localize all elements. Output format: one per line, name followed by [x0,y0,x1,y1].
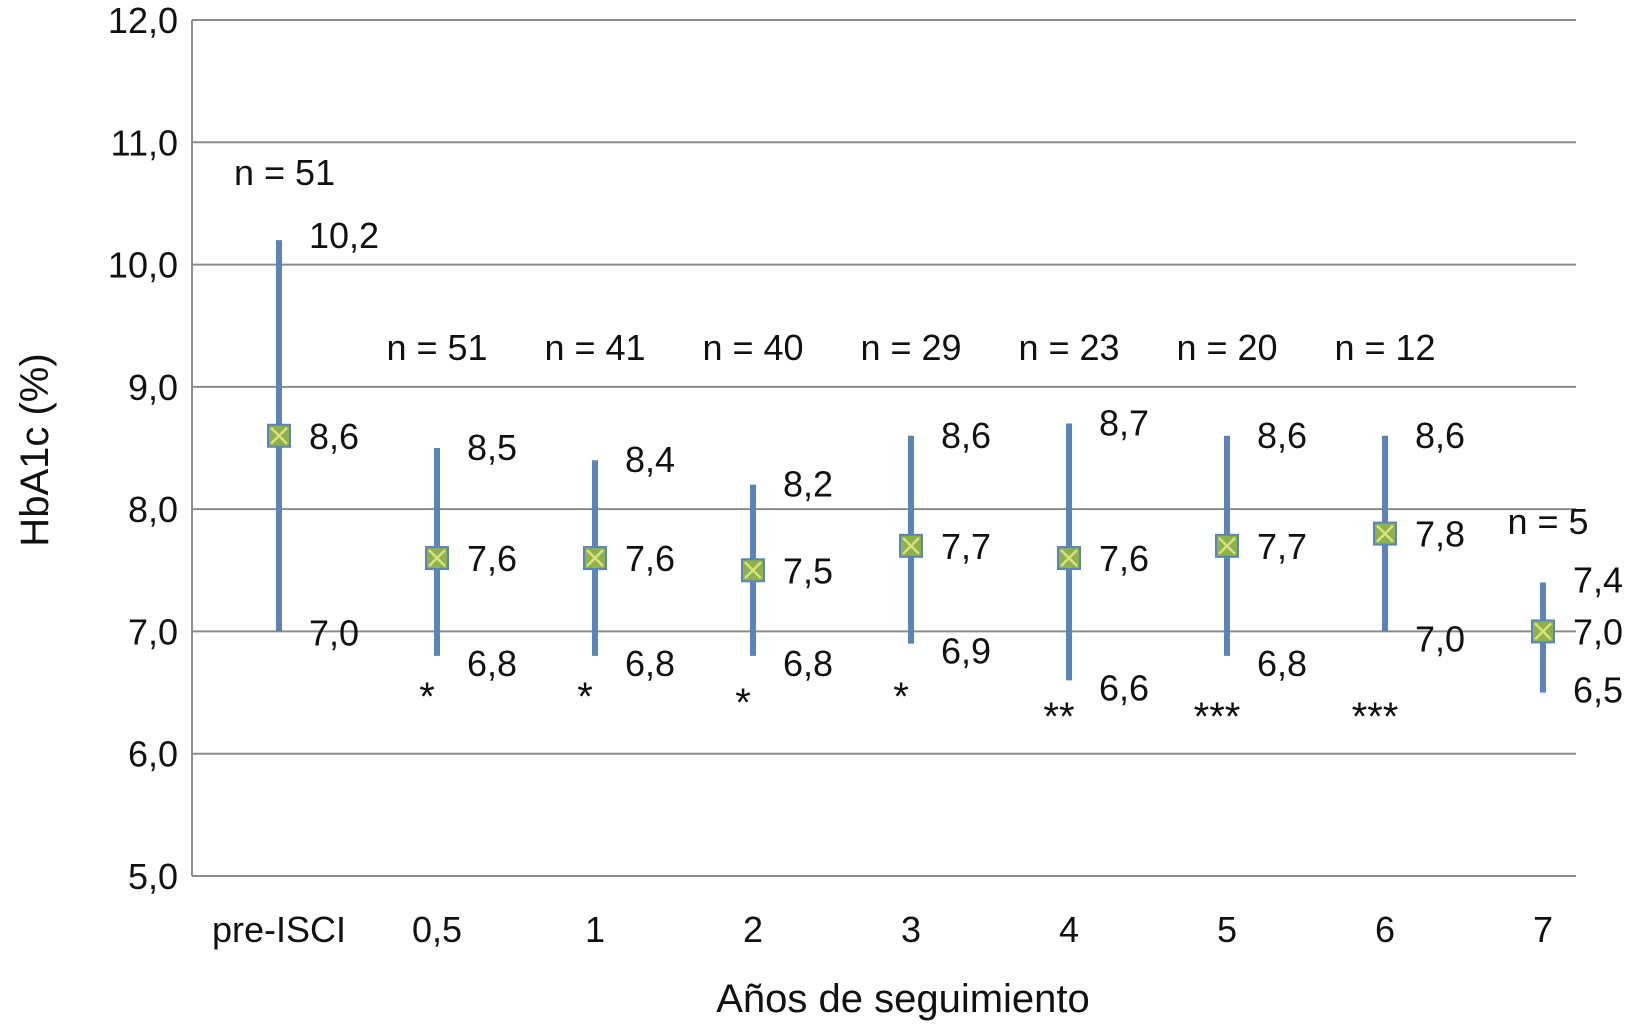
mean-label: 7,6 [1099,538,1149,579]
data-point-group: 7,4 6,5 7,0 n = 5 [1507,501,1623,711]
x-axis-title: Años de seguimiento [716,977,1090,1021]
max-label: 8,2 [783,464,833,505]
min-label: 6,9 [941,631,991,672]
max-label: 7,4 [1573,560,1623,601]
mean-label: 8,6 [309,416,359,457]
min-label: 6,8 [625,643,675,684]
significance-marker: ** [1043,695,1074,739]
mean-marker-cross [428,549,446,567]
max-label: 8,6 [1257,415,1307,456]
x-category-label: 5 [1217,909,1237,950]
data-point-group: 10,2 7,0 8,6 n = 51 [234,152,379,653]
n-label: n = 23 [1018,327,1119,368]
mean-label: 7,6 [467,538,517,579]
y-tick-label: 5,0 [128,856,178,897]
mean-label: 7,7 [1257,526,1307,567]
min-label: 7,0 [309,612,359,653]
y-tick-label: 9,0 [128,367,178,408]
n-label: n = 12 [1334,327,1435,368]
min-label: 6,8 [1257,643,1307,684]
data-point-group: 8,4 6,8 7,6 n = 41 * [544,327,675,719]
mean-marker-cross [270,426,288,445]
n-label: n = 20 [1176,327,1277,368]
data-point-group: 8,5 6,8 7,6 n = 51 * [386,327,517,719]
x-category-label: 7 [1533,909,1553,950]
y-axis-ticks: 5,0 6,0 7,0 8,0 9,0 10,0 11,0 12,0 [108,0,178,897]
x-category-label: 0,5 [412,909,462,950]
mean-marker-cross [1534,622,1552,641]
x-axis-categories: pre-ISCI 0,5 1 2 3 4 5 6 7 [212,909,1553,950]
n-label: n = 51 [386,327,487,368]
significance-marker: *** [1352,695,1399,739]
y-tick-label: 10,0 [108,245,178,286]
mean-label: 7,8 [1415,514,1465,555]
mean-label: 7,5 [783,550,833,591]
data-points: 10,2 7,0 8,6 n = 51 8,5 6,8 7,6 n = 51 * 8,4 6,8 7,… [234,152,1623,739]
significance-marker: * [735,681,751,725]
n-label: n = 5 [1507,501,1588,542]
max-label: 8,7 [1099,403,1149,444]
data-point-group: 8,2 6,8 7,5 n = 40 * [702,327,833,725]
y-tick-label: 7,0 [128,611,178,652]
n-label: n = 40 [702,327,803,368]
significance-marker: * [577,675,593,719]
mean-marker-cross [744,561,762,580]
min-label: 6,8 [467,643,517,684]
n-label: n = 29 [860,327,961,368]
min-label: 6,6 [1099,667,1149,708]
gridlines [192,19,1576,877]
data-point-group: 8,7 6,6 7,6 n = 23 ** [1018,327,1149,739]
max-label: 8,4 [625,439,675,480]
data-point-group: 8,6 6,8 7,7 n = 20 *** [1176,327,1307,739]
data-point-group: 8,6 6,9 7,7 n = 29 * [860,327,991,719]
max-label: 8,6 [941,415,991,456]
mean-marker-cross [1218,536,1236,555]
mean-marker-cross [1376,524,1394,543]
significance-marker: * [419,675,435,719]
max-label: 10,2 [309,215,379,256]
x-category-label: 1 [585,909,605,950]
n-label: n = 41 [544,327,645,368]
max-label: 8,5 [467,427,517,468]
x-category-label: 2 [743,909,763,950]
mean-marker-cross [586,549,604,567]
mean-marker-cross [1060,549,1078,567]
mean-label: 7,6 [625,538,675,579]
x-category-label: 3 [901,909,921,950]
n-label: n = 51 [234,152,335,193]
mean-marker-cross [902,536,920,555]
y-tick-label: 12,0 [108,0,178,41]
x-category-label: 4 [1059,909,1079,950]
y-axis-title: HbA1c (%) [13,353,57,546]
x-category-label: 6 [1375,909,1395,950]
data-point-group: 8,6 7,0 7,8 n = 12 *** [1334,327,1465,739]
min-label: 7,0 [1415,618,1465,659]
min-label: 6,8 [783,643,833,684]
min-label: 6,5 [1573,670,1623,711]
y-tick-label: 8,0 [128,489,178,530]
x-category-label: pre-ISCI [212,909,346,950]
y-tick-label: 6,0 [128,734,178,775]
max-label: 8,6 [1415,415,1465,456]
y-tick-label: 11,0 [111,122,178,163]
mean-label: 7,7 [941,526,991,567]
significance-marker: *** [1194,695,1241,739]
significance-marker: * [893,675,909,719]
mean-label: 7,0 [1573,611,1623,652]
